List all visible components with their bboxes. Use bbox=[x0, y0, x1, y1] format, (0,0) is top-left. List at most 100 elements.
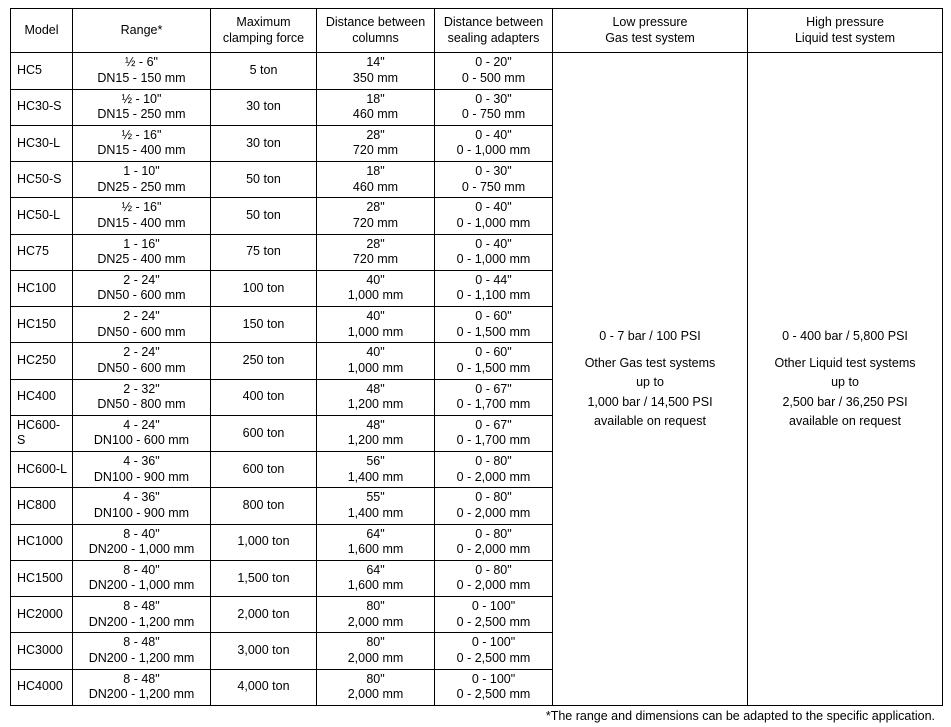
cell-force: 600 ton bbox=[211, 452, 317, 488]
cell-columns: 64"1,600 mm bbox=[317, 524, 435, 560]
cell-range: 2 - 24"DN50 - 600 mm bbox=[73, 270, 211, 306]
table-row: HC5½ - 6"DN15 - 150 mm5 ton14"350 mm0 - … bbox=[11, 53, 943, 89]
cell-model: HC250 bbox=[11, 343, 73, 379]
cell-model: HC2000 bbox=[11, 597, 73, 633]
cell-model: HC150 bbox=[11, 307, 73, 343]
cell-force: 600 ton bbox=[211, 415, 317, 451]
cell-model: HC100 bbox=[11, 270, 73, 306]
cell-columns: 28"720 mm bbox=[317, 234, 435, 270]
cell-range: 8 - 40"DN200 - 1,000 mm bbox=[73, 560, 211, 596]
footnote: *The range and dimensions can be adapted… bbox=[10, 706, 941, 723]
cell-sealing: 0 - 100"0 - 2,500 mm bbox=[435, 669, 553, 705]
cell-model: HC50-L bbox=[11, 198, 73, 234]
cell-columns: 80"2,000 mm bbox=[317, 633, 435, 669]
cell-columns: 18"460 mm bbox=[317, 89, 435, 125]
cell-sealing: 0 - 67"0 - 1,700 mm bbox=[435, 379, 553, 415]
cell-sealing: 0 - 80"0 - 2,000 mm bbox=[435, 524, 553, 560]
cell-sealing: 0 - 44"0 - 1,100 mm bbox=[435, 270, 553, 306]
cell-range: 8 - 40"DN200 - 1,000 mm bbox=[73, 524, 211, 560]
cell-columns: 55"1,400 mm bbox=[317, 488, 435, 524]
cell-columns: 14"350 mm bbox=[317, 53, 435, 89]
cell-columns: 18"460 mm bbox=[317, 162, 435, 198]
cell-sealing: 0 - 60"0 - 1,500 mm bbox=[435, 343, 553, 379]
col-low: Low pressureGas test system bbox=[553, 9, 748, 53]
cell-sealing: 0 - 80"0 - 2,000 mm bbox=[435, 452, 553, 488]
cell-force: 150 ton bbox=[211, 307, 317, 343]
col-cols: Distance betweencolumns bbox=[317, 9, 435, 53]
cell-model: HC800 bbox=[11, 488, 73, 524]
cell-range: 1 - 10"DN25 - 250 mm bbox=[73, 162, 211, 198]
cell-range: 8 - 48"DN200 - 1,200 mm bbox=[73, 633, 211, 669]
cell-range: ½ - 16"DN15 - 400 mm bbox=[73, 198, 211, 234]
cell-model: HC1500 bbox=[11, 560, 73, 596]
cell-model: HC600-S bbox=[11, 415, 73, 451]
spec-table: Model Range* Maximumclamping force Dista… bbox=[10, 8, 943, 706]
cell-force: 30 ton bbox=[211, 125, 317, 161]
cell-model: HC30-S bbox=[11, 89, 73, 125]
col-high: High pressureLiquid test system bbox=[748, 9, 943, 53]
cell-model: HC5 bbox=[11, 53, 73, 89]
cell-range: 2 - 32"DN50 - 800 mm bbox=[73, 379, 211, 415]
cell-columns: 28"720 mm bbox=[317, 125, 435, 161]
cell-force: 800 ton bbox=[211, 488, 317, 524]
cell-columns: 40"1,000 mm bbox=[317, 343, 435, 379]
cell-force: 30 ton bbox=[211, 89, 317, 125]
cell-range: 8 - 48"DN200 - 1,200 mm bbox=[73, 669, 211, 705]
cell-model: HC30-L bbox=[11, 125, 73, 161]
cell-columns: 64"1,600 mm bbox=[317, 560, 435, 596]
cell-sealing: 0 - 67"0 - 1,700 mm bbox=[435, 415, 553, 451]
cell-sealing: 0 - 20"0 - 500 mm bbox=[435, 53, 553, 89]
cell-force: 4,000 ton bbox=[211, 669, 317, 705]
cell-force: 2,000 ton bbox=[211, 597, 317, 633]
cell-force: 3,000 ton bbox=[211, 633, 317, 669]
cell-columns: 80"2,000 mm bbox=[317, 669, 435, 705]
spec-table-wrap: Model Range* Maximumclamping force Dista… bbox=[0, 0, 951, 727]
cell-low-pressure: 0 - 7 bar / 100 PSIOther Gas test system… bbox=[553, 53, 748, 706]
col-range: Range* bbox=[73, 9, 211, 53]
cell-model: HC600-L bbox=[11, 452, 73, 488]
cell-model: HC75 bbox=[11, 234, 73, 270]
cell-model: HC50-S bbox=[11, 162, 73, 198]
cell-columns: 48"1,200 mm bbox=[317, 415, 435, 451]
cell-sealing: 0 - 80"0 - 2,000 mm bbox=[435, 560, 553, 596]
cell-columns: 28"720 mm bbox=[317, 198, 435, 234]
cell-sealing: 0 - 100"0 - 2,500 mm bbox=[435, 597, 553, 633]
cell-force: 250 ton bbox=[211, 343, 317, 379]
col-seal: Distance betweensealing adapters bbox=[435, 9, 553, 53]
cell-model: HC3000 bbox=[11, 633, 73, 669]
cell-sealing: 0 - 80"0 - 2,000 mm bbox=[435, 488, 553, 524]
cell-columns: 80"2,000 mm bbox=[317, 597, 435, 633]
cell-high-pressure: 0 - 400 bar / 5,800 PSIOther Liquid test… bbox=[748, 53, 943, 706]
cell-model: HC400 bbox=[11, 379, 73, 415]
cell-model: HC4000 bbox=[11, 669, 73, 705]
cell-sealing: 0 - 30"0 - 750 mm bbox=[435, 162, 553, 198]
cell-model: HC1000 bbox=[11, 524, 73, 560]
cell-sealing: 0 - 40"0 - 1,000 mm bbox=[435, 125, 553, 161]
cell-columns: 48"1,200 mm bbox=[317, 379, 435, 415]
cell-sealing: 0 - 60"0 - 1,500 mm bbox=[435, 307, 553, 343]
cell-sealing: 0 - 30"0 - 750 mm bbox=[435, 89, 553, 125]
col-model: Model bbox=[11, 9, 73, 53]
cell-columns: 40"1,000 mm bbox=[317, 270, 435, 306]
cell-range: ½ - 10"DN15 - 250 mm bbox=[73, 89, 211, 125]
cell-columns: 40"1,000 mm bbox=[317, 307, 435, 343]
col-force: Maximumclamping force bbox=[211, 9, 317, 53]
cell-force: 400 ton bbox=[211, 379, 317, 415]
cell-force: 5 ton bbox=[211, 53, 317, 89]
table-head: Model Range* Maximumclamping force Dista… bbox=[11, 9, 943, 53]
cell-range: 2 - 24"DN50 - 600 mm bbox=[73, 307, 211, 343]
table-body: HC5½ - 6"DN15 - 150 mm5 ton14"350 mm0 - … bbox=[11, 53, 943, 706]
cell-sealing: 0 - 100"0 - 2,500 mm bbox=[435, 633, 553, 669]
cell-force: 75 ton bbox=[211, 234, 317, 270]
cell-range: 4 - 36"DN100 - 900 mm bbox=[73, 452, 211, 488]
cell-range: 2 - 24"DN50 - 600 mm bbox=[73, 343, 211, 379]
cell-columns: 56"1,400 mm bbox=[317, 452, 435, 488]
cell-range: 8 - 48"DN200 - 1,200 mm bbox=[73, 597, 211, 633]
cell-sealing: 0 - 40"0 - 1,000 mm bbox=[435, 234, 553, 270]
cell-force: 50 ton bbox=[211, 162, 317, 198]
cell-force: 100 ton bbox=[211, 270, 317, 306]
cell-range: 4 - 36"DN100 - 900 mm bbox=[73, 488, 211, 524]
cell-sealing: 0 - 40"0 - 1,000 mm bbox=[435, 198, 553, 234]
cell-force: 50 ton bbox=[211, 198, 317, 234]
cell-range: ½ - 6"DN15 - 150 mm bbox=[73, 53, 211, 89]
